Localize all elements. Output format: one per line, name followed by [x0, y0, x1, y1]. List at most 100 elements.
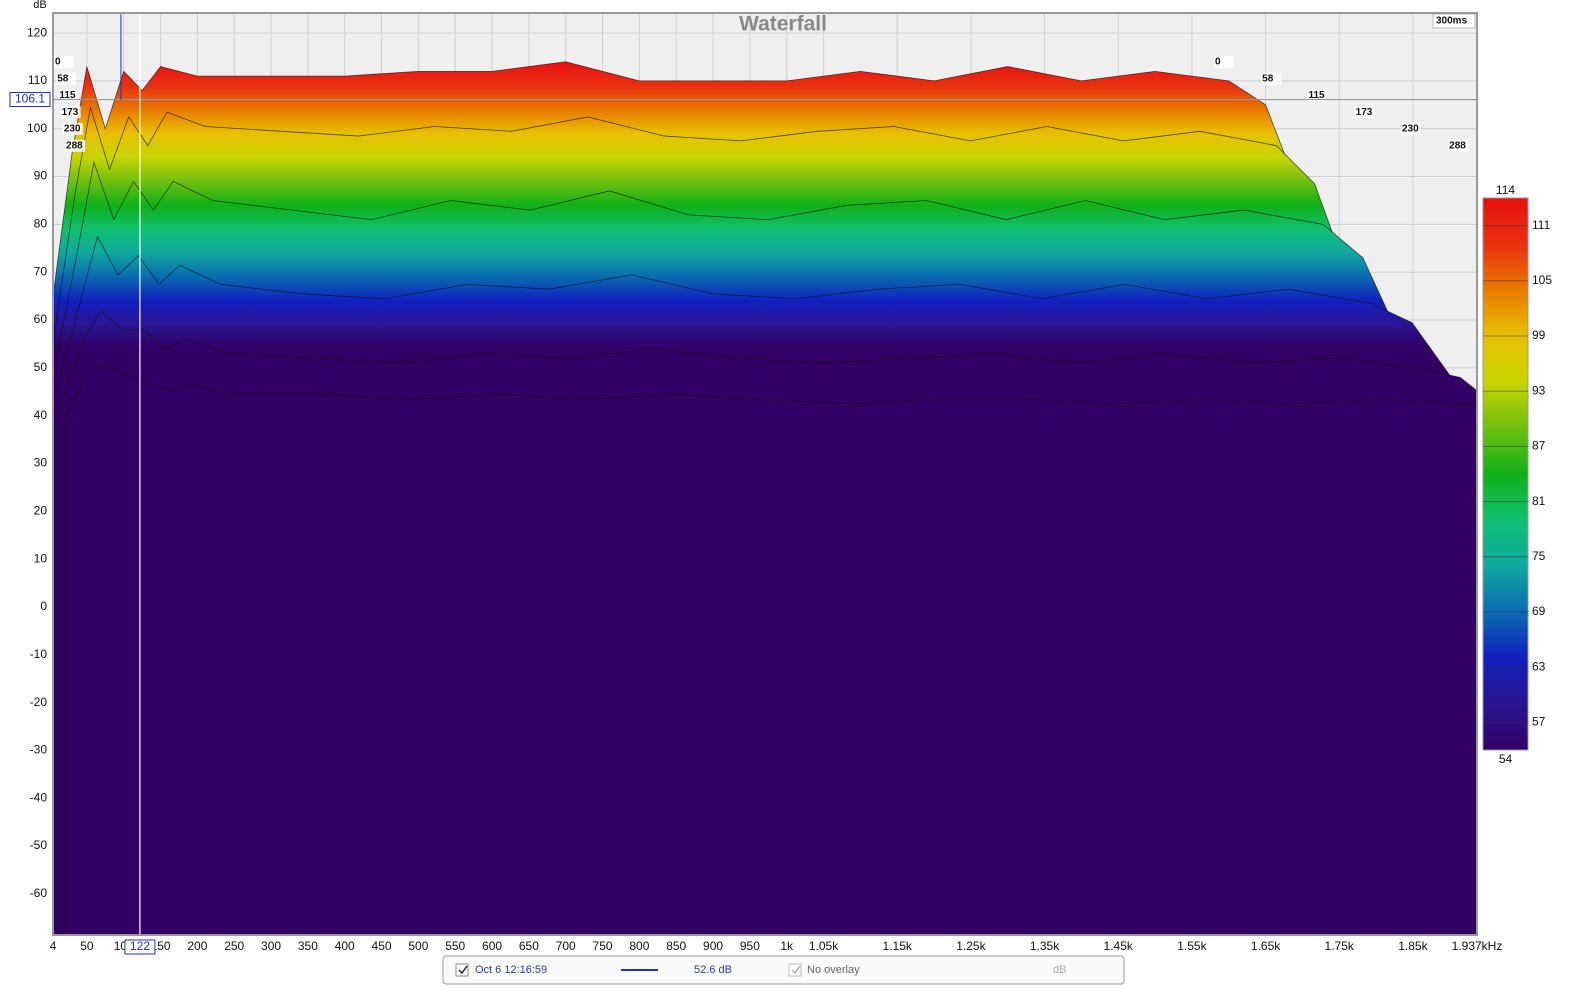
y-tick-label: 60 [34, 312, 48, 326]
cursor-box [124, 939, 156, 955]
time-tick-label: 288 [66, 140, 83, 151]
x-tick-label: 50 [80, 939, 94, 953]
plot-border [52, 12, 1478, 936]
colorbar-max-label: 114 [1496, 183, 1515, 197]
legend-box [442, 955, 1125, 985]
time-tick-label: 230 [64, 124, 81, 135]
y-tick-label: -40 [30, 790, 48, 804]
x-tick-label: 450 [372, 939, 392, 953]
x-tick-label: 400 [335, 939, 355, 953]
colorbar-tick-label: 105 [1532, 273, 1552, 287]
y-tick-label: -30 [30, 743, 48, 757]
x-tick-label: 700 [556, 939, 576, 953]
x-tick-label: 150 [151, 939, 171, 953]
x-tick-label: 900 [703, 939, 723, 953]
time-tick-box [1261, 72, 1282, 85]
x-tick-label: 4 [50, 939, 57, 953]
time-tick-box [62, 122, 83, 135]
checkbox[interactable] [455, 963, 469, 977]
time-tick-box [54, 55, 74, 68]
time-tick-box [1307, 89, 1328, 102]
x-tick-label: 950 [740, 939, 760, 953]
time-tick-box [1448, 139, 1469, 152]
time-tick-label: 58 [57, 73, 69, 84]
time-tick-label: 0 [1215, 56, 1221, 67]
x-tick-label: 1.35k [1030, 939, 1060, 953]
colorbar-tick-label: 69 [1532, 604, 1546, 618]
cursor-x-label: 122 [130, 939, 150, 953]
x-tick-label: 1.15k [883, 939, 913, 953]
check-mark [791, 965, 801, 975]
overlay-label: No overlay [807, 964, 860, 976]
y-tick-label: 120 [27, 25, 47, 39]
check-mark [458, 965, 468, 975]
x-tick-label: 1.937kHz [1452, 939, 1503, 953]
checkbox[interactable] [788, 963, 802, 977]
y-tick-label: -50 [30, 838, 48, 852]
time-tick-label: 58 [1262, 73, 1274, 84]
x-tick-label: 1.65k [1251, 939, 1281, 953]
x-tick-label: 1.85k [1398, 939, 1428, 953]
y-tick-label: -10 [30, 647, 48, 661]
legend-label: Oct 6 12:16:59 [475, 964, 547, 976]
x-tick-label: 1.55k [1177, 939, 1207, 953]
x-tick-label: 500 [408, 939, 428, 953]
colorbar-tick-label: 99 [1532, 328, 1546, 342]
y-tick-label: 70 [34, 264, 48, 278]
waterfall-slice [63, 365, 1477, 935]
x-tick-label: 1.45k [1104, 939, 1134, 953]
y-tick-label: 90 [34, 169, 48, 183]
colorbar-min-label: 54 [1499, 752, 1513, 766]
legend: Oct 6 12:16:59 52.6 dB No overlay dB [442, 955, 1125, 985]
y-tick-label: 10 [34, 551, 48, 565]
y-tick-label: -60 [30, 886, 48, 900]
time-tick-box [56, 72, 77, 85]
time-tick-label: 173 [62, 107, 79, 118]
x-tick-label: 800 [629, 939, 649, 953]
colorbar-tick-label: 87 [1532, 439, 1546, 453]
legend-value: 52.6 dB [694, 964, 732, 976]
time-tick-box [58, 89, 79, 102]
colorbar-tick-label: 81 [1532, 494, 1546, 508]
y-tick-label: 0 [40, 599, 47, 613]
time-tick-label: 230 [1402, 124, 1419, 135]
time-tick-box [1400, 122, 1421, 135]
time-end-label: 300ms [1436, 16, 1468, 27]
x-tick-label: 350 [298, 939, 318, 953]
time-tick-label: 115 [59, 90, 76, 101]
y-axis-label: dB [33, 0, 46, 11]
y-tick-label: 110 [28, 73, 47, 87]
x-tick-label: 600 [482, 939, 502, 953]
x-tick-label: 250 [224, 939, 244, 953]
chart-title: Waterfall [739, 13, 827, 36]
overlay-unit: dB [1053, 964, 1066, 976]
y-tick-label: 20 [34, 503, 48, 517]
colorbar-tick-label: 111 [1532, 218, 1551, 232]
colorbar-tick-label: 57 [1532, 715, 1546, 729]
colorbar-tick-label: 75 [1532, 549, 1546, 563]
cursor-y-label: 106.1 [15, 92, 45, 106]
time-tick-box [1214, 55, 1234, 68]
y-tick-label: -20 [30, 695, 48, 709]
x-tick-label: 1.75k [1325, 939, 1355, 953]
x-tick-label: 300 [261, 939, 281, 953]
x-tick-label: 550 [445, 939, 465, 953]
colorbar-tick-label: 63 [1532, 659, 1546, 673]
x-tick-label: 850 [666, 939, 686, 953]
cursor-box [9, 92, 51, 108]
time-tick-label: 288 [1449, 140, 1466, 151]
x-tick-label: 1.05k [809, 939, 839, 953]
x-tick-label: 650 [519, 939, 539, 953]
x-tick-label: 1k [780, 939, 794, 953]
x-tick-label: 750 [593, 939, 613, 953]
time-tick-label: 173 [1356, 107, 1373, 118]
time-tick-label: 0 [55, 56, 61, 67]
y-tick-label: 40 [34, 408, 48, 422]
time-tick-box [65, 139, 86, 152]
overlay: 0 0 58 58 115 115 173 173 230 230 288 288 300ms [53, 13, 1477, 935]
surface [53, 61, 1477, 935]
y-tick-label: 30 [34, 456, 48, 470]
y-tick-label: 100 [27, 121, 47, 135]
x-tick-label: 1.25k [956, 939, 986, 953]
